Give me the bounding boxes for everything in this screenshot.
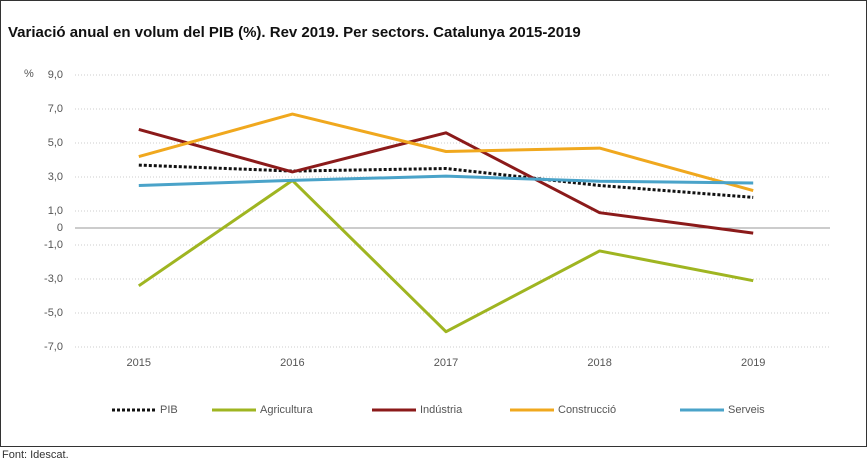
y-tick-label: 3,0 — [48, 171, 63, 183]
legend-label: Indústria — [420, 404, 463, 416]
y-tick-label: -3,0 — [44, 273, 63, 285]
y-tick-label: -5,0 — [44, 307, 63, 319]
line-series — [138, 127, 754, 235]
y-tick-label: 5,0 — [48, 137, 63, 149]
line-series — [138, 112, 754, 193]
y-tick-label: 9,0 — [48, 69, 63, 81]
x-tick-label: 2016 — [280, 357, 304, 369]
y-tick-label: 1,0 — [48, 205, 63, 217]
frame — [0, 0, 867, 447]
line-series — [137, 178, 754, 334]
line-series — [138, 163, 754, 199]
line-series — [138, 174, 754, 187]
y-tick-label: -7,0 — [44, 341, 63, 353]
x-tick-label: 2015 — [127, 357, 151, 369]
x-tick-label: 2018 — [587, 357, 611, 369]
legend-label: Construcció — [558, 404, 616, 416]
x-tick-label: 2019 — [741, 357, 765, 369]
legend-label: Agricultura — [260, 404, 313, 416]
y-tick-label: 0 — [57, 222, 63, 234]
y-tick-label: 7,0 — [48, 103, 63, 115]
legend-label: Serveis — [728, 404, 765, 416]
y-tick-label: -1,0 — [44, 239, 63, 251]
source: Font: Idescat. — [2, 449, 69, 461]
y-axis-label: % — [24, 68, 34, 80]
legend-label: PIB — [160, 404, 178, 416]
x-tick-label: 2017 — [434, 357, 458, 369]
chart-title: Variació anual en volum del PIB (%). Rev… — [8, 24, 581, 41]
